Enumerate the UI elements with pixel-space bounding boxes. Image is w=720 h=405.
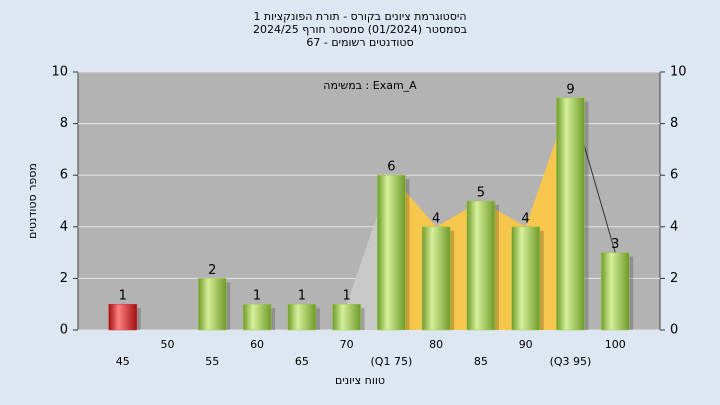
chart-title: היסטוגרמת ציונים בקורס - תורת הפונקציות … [253, 10, 466, 23]
y-tick-label: 8 [60, 116, 68, 131]
y-axis-label: מספר סטודנטים [26, 163, 39, 239]
data-label: 4 [522, 211, 530, 226]
data-label: 1 [342, 289, 350, 304]
bar [600, 252, 630, 331]
x-tick-label: 70 [340, 338, 354, 351]
annotation: במשימה : Exam_A [323, 79, 417, 92]
data-label: 6 [387, 160, 395, 175]
y2-tick-label: 10 [670, 65, 687, 80]
x-tick-label: (Q1 75) [371, 355, 413, 368]
data-label: 1 [298, 289, 306, 304]
bar [556, 97, 585, 331]
data-label: 1 [253, 289, 261, 304]
bar [466, 200, 496, 331]
data-label: 1 [119, 289, 127, 304]
chart-subtitle: בסמסטר (01/2024) סמסטר חורף 2024/25 [253, 23, 467, 36]
bar [511, 226, 540, 331]
x-tick-label: 55 [205, 355, 219, 368]
x-tick-label: 65 [295, 355, 309, 368]
data-label: 3 [611, 237, 619, 252]
y2-tick-label: 4 [670, 219, 678, 234]
y2-tick-label: 6 [670, 168, 678, 183]
bar [287, 303, 317, 331]
bar [108, 303, 138, 331]
x-tick-label: 45 [116, 355, 130, 368]
bar [377, 174, 406, 331]
x-tick-label: 100 [605, 338, 626, 351]
x-tick-label: 85 [474, 355, 488, 368]
x-axis-label: טווח ציונים [335, 374, 385, 387]
data-label: 2 [208, 263, 216, 278]
x-tick-label: (Q3 95) [550, 355, 592, 368]
bar [198, 278, 227, 331]
data-label: 5 [477, 186, 485, 201]
x-tick-label: 50 [161, 338, 175, 351]
data-label: 9 [566, 82, 574, 97]
x-tick-label: 80 [429, 338, 443, 351]
y-tick-label: 4 [60, 219, 68, 234]
data-label: 4 [432, 211, 440, 226]
chart-subtitle: סטודנטים רשומים - 67 [306, 36, 413, 49]
y-tick-label: 10 [51, 65, 68, 80]
bar [421, 226, 451, 331]
x-tick-label: 60 [250, 338, 264, 351]
y2-tick-label: 8 [670, 116, 678, 131]
y2-tick-label: 2 [670, 271, 678, 286]
y2-tick-label: 0 [670, 323, 678, 338]
y-tick-label: 0 [60, 323, 68, 338]
y-tick-label: 2 [60, 271, 68, 286]
bar [242, 303, 272, 331]
bar [332, 303, 361, 331]
x-tick-label: 90 [519, 338, 533, 351]
y-tick-label: 6 [60, 168, 68, 183]
